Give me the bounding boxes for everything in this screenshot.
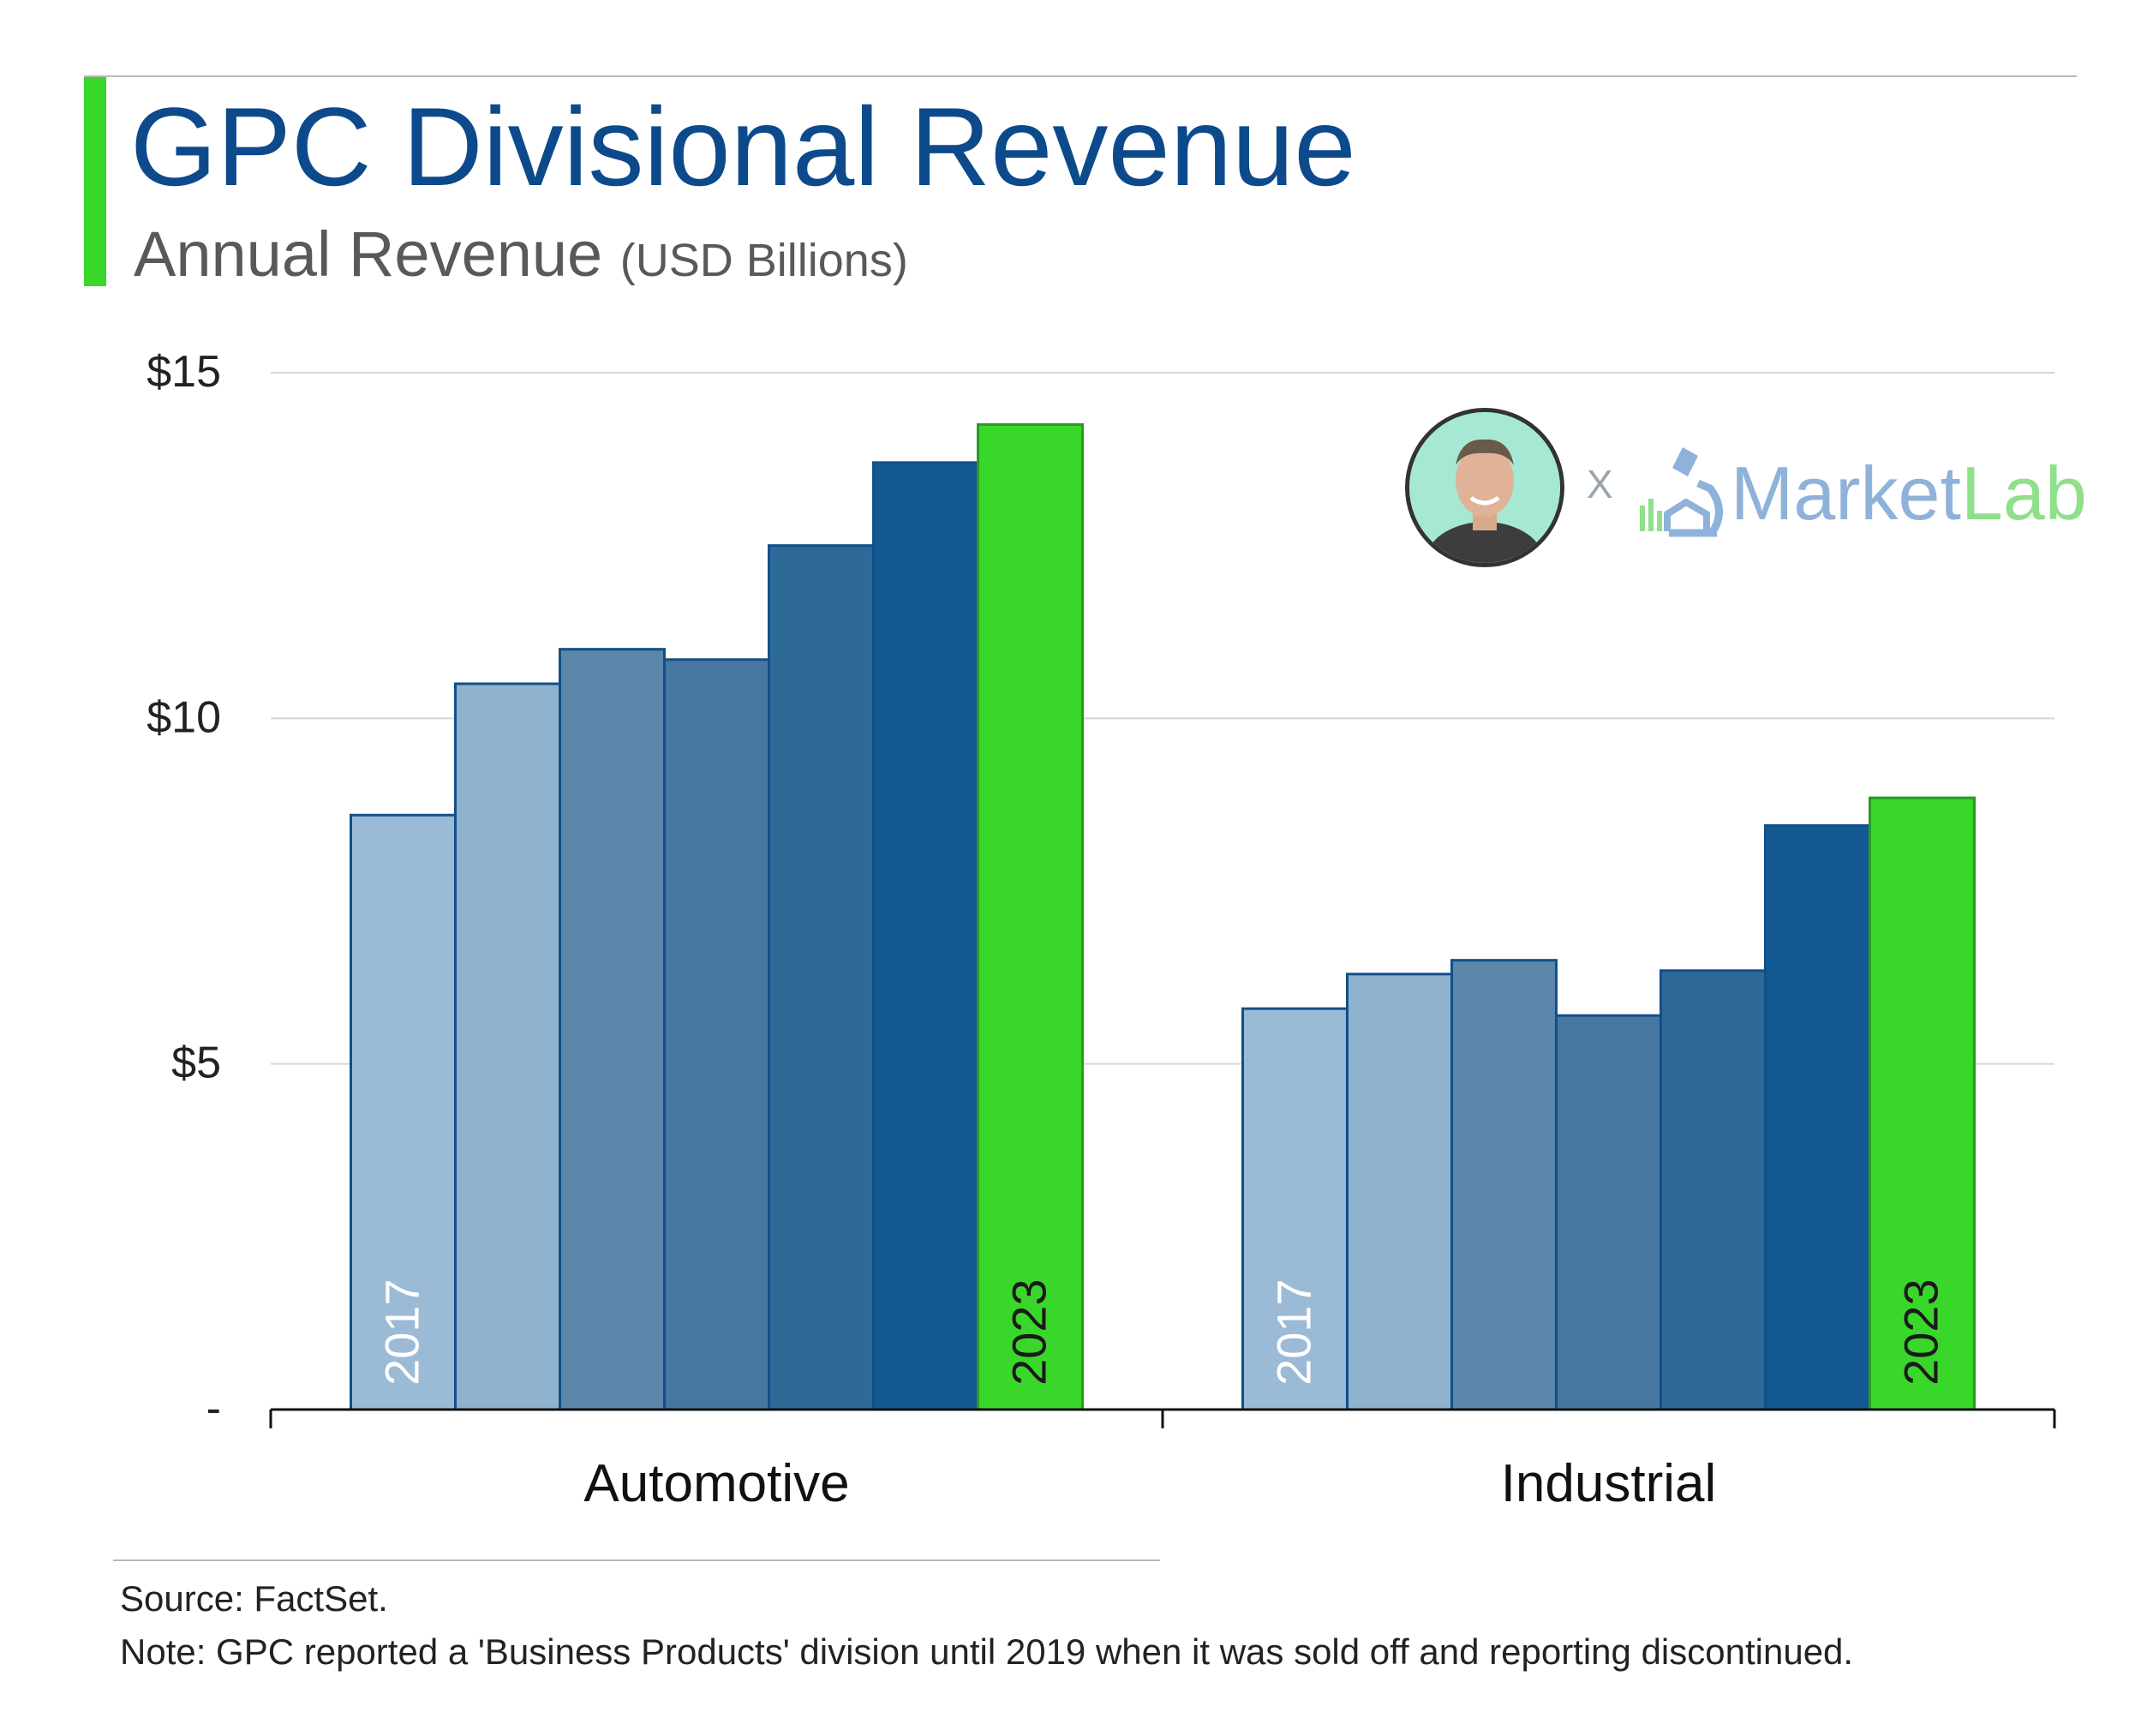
x-axis: Automotive Industrial — [269, 1408, 2056, 1513]
person-icon — [1409, 412, 1560, 563]
logo-separator: X — [1587, 462, 1613, 506]
source-rule — [113, 1559, 1160, 1561]
accent-bar — [84, 77, 106, 286]
bar — [454, 682, 561, 1411]
bar — [559, 648, 666, 1411]
bar — [1660, 969, 1767, 1411]
category-label: Automotive — [583, 1454, 849, 1513]
bar — [768, 544, 875, 1411]
bar — [1764, 823, 1871, 1411]
subtitle-unit: (USD Billions) — [619, 235, 908, 286]
y-tick-label: $5 — [171, 1039, 221, 1088]
microscope-icon — [1640, 447, 1723, 537]
bar — [663, 658, 770, 1411]
bar — [872, 461, 979, 1411]
logo-word-market: Market — [1731, 451, 1961, 536]
source-note: Source: FactSet. — [120, 1578, 388, 1619]
bar-chart: - $5 $10 $15 2017 2023 2017 2023 Automotive Ind… — [147, 347, 2056, 1513]
subtitle-text: Annual Revenue — [134, 218, 603, 290]
y-tick-label: $10 — [147, 692, 221, 742]
logo-word-lab: Lab — [1960, 451, 2087, 536]
bar — [1450, 959, 1558, 1411]
bar — [1346, 973, 1453, 1411]
y-tick-label: - — [206, 1384, 221, 1434]
chart-title: GPC Divisional Revenue — [130, 84, 1356, 209]
chart-subtitle: Annual Revenue (USD Billions) — [134, 216, 908, 299]
bar — [350, 813, 457, 1411]
year-label: 2017 — [375, 1278, 429, 1386]
bar — [977, 423, 1084, 1411]
avatar — [1405, 408, 1564, 567]
year-label: 2023 — [1002, 1278, 1056, 1386]
y-axis: - $5 $10 $15 — [147, 347, 221, 1434]
bar — [1869, 796, 1976, 1411]
brand-logo: X MarketLab — [1405, 408, 2087, 571]
bars: 2017 2023 2017 2023 — [350, 423, 1976, 1411]
bar — [1555, 1014, 1662, 1411]
y-tick-label: $15 — [147, 347, 221, 397]
year-label: 2023 — [1894, 1278, 1948, 1386]
category-label: Industrial — [1501, 1454, 1717, 1513]
top-rule — [84, 75, 2077, 77]
logo-wordmark: MarketLab — [1731, 451, 2087, 536]
footnote: Note: GPC reported a 'Business Products'… — [120, 1631, 1854, 1672]
year-label: 2017 — [1267, 1278, 1321, 1386]
